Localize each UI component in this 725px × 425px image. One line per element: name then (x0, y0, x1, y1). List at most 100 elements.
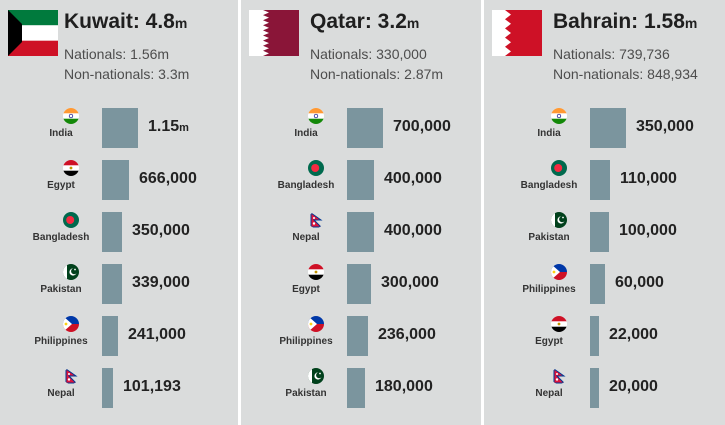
bar-row: Pakistan 100,000 (484, 208, 691, 260)
nepal-flag-icon (63, 368, 79, 384)
bar (590, 212, 609, 252)
data-label-number: 100,000 (619, 222, 677, 239)
bar (347, 316, 368, 356)
bangladesh-flag-icon (63, 212, 79, 228)
non-nationals-text: Non-nationals: 848,934 (553, 66, 698, 82)
bar-row: Bangladesh 350,000 (0, 208, 208, 260)
data-label-number: 666,000 (139, 170, 197, 187)
bar (102, 264, 122, 304)
category-label: Egypt (535, 336, 563, 347)
data-label: 400,000 (384, 222, 442, 240)
data-label-number: 236,000 (378, 326, 436, 343)
bar (102, 160, 129, 200)
panel-kuwait: Kuwait: 4.8m Nationals: 1.56m Non-nation… (0, 0, 238, 425)
bar-row: Philippines 60,000 (484, 260, 691, 312)
data-label-number: 101,193 (123, 378, 181, 395)
nepal-flag-icon (551, 368, 567, 384)
panel-qatar: Qatar: 3.2m Nationals: 330,000 Non-natio… (241, 0, 481, 425)
data-label: 110,000 (620, 170, 677, 188)
bar-row: Nepal 400,000 (241, 208, 447, 260)
data-label: 241,000 (128, 326, 186, 344)
bar-row: Pakistan 180,000 (241, 364, 447, 416)
bar (102, 108, 138, 148)
data-label: 20,000 (609, 378, 658, 396)
nationals-text: Nationals: 1.56m (64, 46, 170, 62)
title-label: Kuwait: 4.8 (64, 10, 175, 33)
bar (102, 316, 118, 356)
bar-row: India 700,000 (241, 104, 451, 156)
category-label: India (49, 128, 73, 139)
data-label-number: 22,000 (609, 326, 658, 343)
category-label: Bangladesh (520, 180, 578, 191)
title-unit: m (406, 15, 420, 31)
pakistan-flag-icon (308, 368, 324, 384)
bar-row: Egypt 22,000 (484, 312, 691, 364)
category-label: Egypt (47, 180, 75, 191)
data-label: 350,000 (636, 118, 694, 136)
data-label: 101,193 (123, 378, 181, 396)
kuwait-flag-icon (8, 10, 58, 56)
category-label: Bangladesh (277, 180, 335, 191)
data-label-number: 700,000 (393, 118, 451, 135)
bar-row: Philippines 241,000 (0, 312, 208, 364)
bangladesh-flag-icon (551, 160, 567, 176)
title-label: Bahrain: 1.58 (553, 10, 685, 33)
data-label-unit: m (179, 122, 189, 134)
data-label-number: 241,000 (128, 326, 186, 343)
bar (590, 264, 605, 304)
data-label: 1.15m (148, 118, 189, 136)
bar (347, 108, 383, 148)
panel-bahrain: Bahrain: 1.58m Nationals: 739,736 Non-na… (484, 0, 725, 425)
title-label: Qatar: 3.2 (310, 10, 407, 33)
category-label: Egypt (292, 284, 320, 295)
bar (590, 316, 599, 356)
egypt-flag-icon (308, 264, 324, 280)
bar (102, 368, 113, 408)
bar-row: Bangladesh 110,000 (484, 156, 691, 208)
bar-row: Egypt 300,000 (241, 260, 447, 312)
bahrain-flag-icon (492, 10, 542, 56)
category-label: Bangladesh (32, 232, 90, 243)
bar (590, 160, 610, 200)
bar-row: India 1.15m (0, 104, 208, 156)
bar (102, 212, 122, 252)
panel-title: Bahrain: 1.58m (553, 10, 697, 34)
title-unit: m (174, 15, 188, 31)
data-label-number: 1.15 (148, 118, 180, 135)
non-nationals-text: Non-nationals: 3.3m (64, 66, 190, 82)
data-label-number: 400,000 (384, 222, 442, 239)
category-label: Philippines (522, 284, 576, 295)
category-label: Pakistan (285, 388, 327, 399)
data-label: 339,000 (132, 274, 190, 292)
category-label: Philippines (279, 336, 333, 347)
data-label-number: 20,000 (609, 378, 658, 395)
pakistan-flag-icon (63, 264, 79, 280)
bar (347, 160, 374, 200)
pakistan-flag-icon (551, 212, 567, 228)
nepal-flag-icon (308, 212, 324, 228)
bar-row: Pakistan 339,000 (0, 260, 208, 312)
data-label: 350,000 (132, 222, 190, 240)
data-label-number: 110,000 (620, 170, 677, 187)
bar-row: Nepal 101,193 (0, 364, 208, 416)
data-label: 300,000 (381, 274, 439, 292)
data-label-number: 60,000 (615, 274, 664, 291)
india-flag-icon (551, 108, 567, 124)
category-label: India (537, 128, 561, 139)
data-label: 400,000 (384, 170, 442, 188)
nationals-text: Nationals: 739,736 (553, 46, 670, 62)
bar (347, 264, 371, 304)
bar-row: Philippines 236,000 (241, 312, 447, 364)
category-label: Nepal (535, 388, 563, 399)
bar-row: India 350,000 (484, 104, 694, 156)
egypt-flag-icon (551, 316, 567, 332)
bangladesh-flag-icon (308, 160, 324, 176)
category-label: Pakistan (528, 232, 570, 243)
egypt-flag-icon (63, 160, 79, 176)
philippines-flag-icon (551, 264, 567, 280)
data-label: 236,000 (378, 326, 436, 344)
india-flag-icon (308, 108, 324, 124)
bar-row: Egypt 666,000 (0, 156, 208, 208)
title-unit: m (684, 15, 698, 31)
